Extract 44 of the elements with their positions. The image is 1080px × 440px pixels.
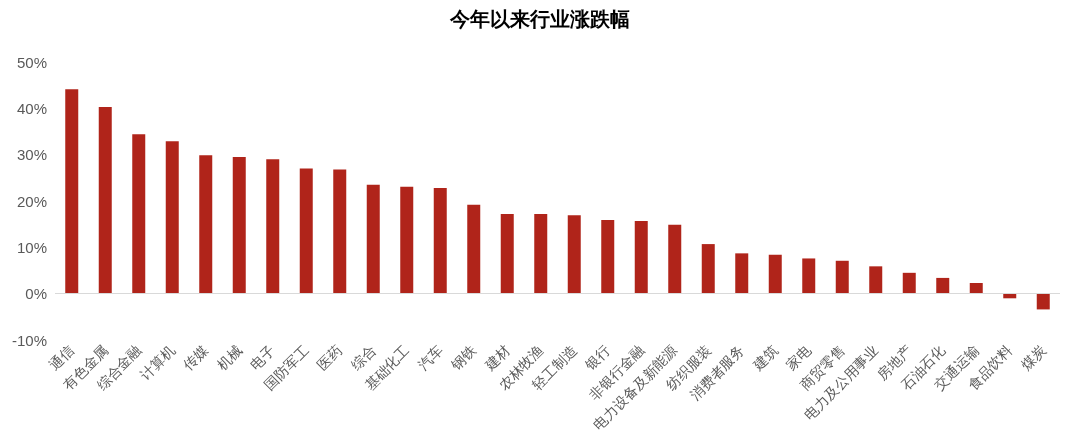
bar [400,186,414,294]
bar [969,283,983,294]
bar [902,272,916,294]
y-tick-label: 20% [16,192,47,210]
bar [768,254,782,294]
bar [232,156,246,294]
bar [165,141,179,294]
y-tick-label: 0% [25,285,47,303]
y-tick-label: 50% [16,53,47,71]
y-tick-label: 30% [16,146,47,164]
bar [534,213,548,294]
bar [433,188,447,294]
x-tick-label: 建筑 [749,342,781,375]
bar [333,169,347,294]
bar [802,258,816,294]
y-tick-label: -10% [11,331,47,349]
x-tick-label: 汽车 [414,342,446,374]
bar [500,213,514,294]
bar [299,168,313,294]
x-tick-label: 机械 [213,342,245,374]
x-tick-label: 煤炭 [1017,342,1049,374]
bar [701,244,715,294]
x-tick-label: 传媒 [180,342,212,374]
bar [467,204,481,294]
bar [567,215,581,294]
bar [835,260,849,294]
bar [1036,293,1050,310]
x-tick-label: 钢铁 [447,342,480,375]
bar [668,224,682,294]
y-tick-label: 10% [16,238,47,256]
bar [634,220,648,294]
y-tick-label: 40% [16,99,47,117]
bar [199,155,213,294]
bar [98,106,112,294]
bar [936,277,950,294]
bar [132,134,146,294]
bar [65,89,79,294]
bar [266,159,280,294]
bar [869,266,883,294]
x-tick-label: 医药 [314,342,346,374]
bar [601,220,615,294]
bar [735,253,749,294]
bar [366,184,380,294]
chart-title: 今年以来行业涨跌幅 [449,7,630,31]
